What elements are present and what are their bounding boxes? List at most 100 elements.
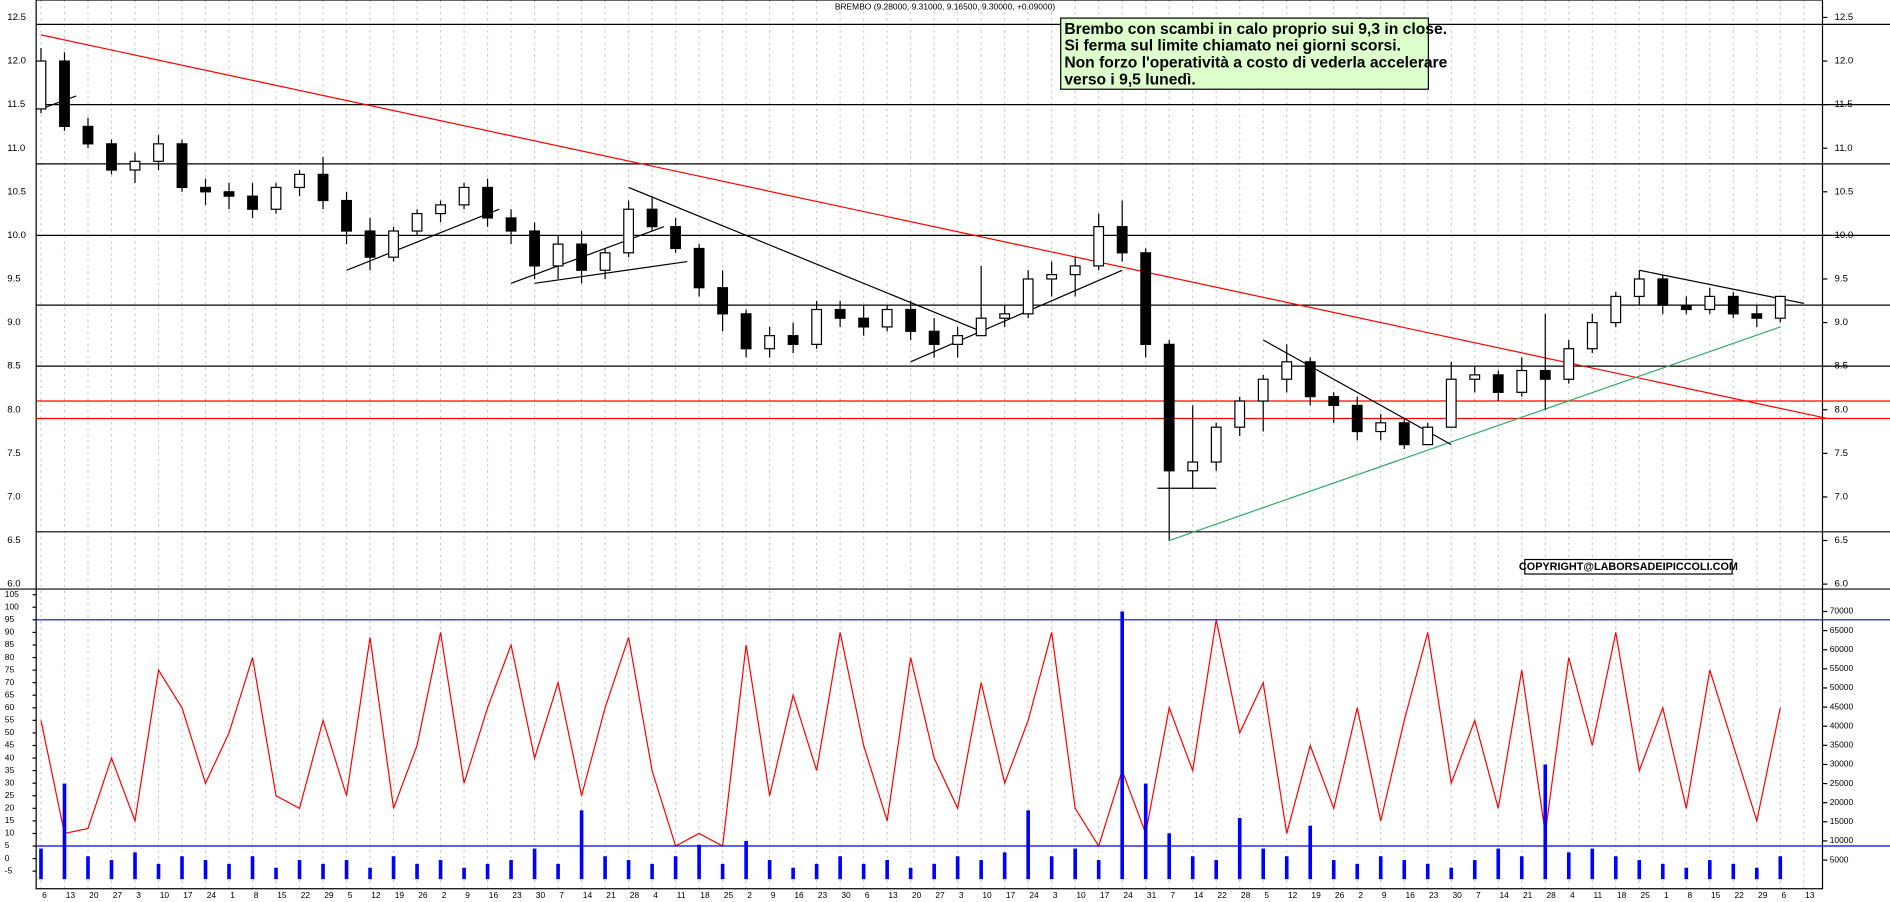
volume-bar (1167, 833, 1172, 880)
candle-body (505, 217, 517, 232)
candle-body (1727, 295, 1739, 315)
x-tick-label: 2 (1358, 890, 1363, 900)
x-tick-label: 26 (1335, 890, 1345, 900)
y2-tick-label: 15000 (1830, 816, 1854, 826)
candle-body (388, 230, 399, 258)
y-tick-label: 80 (5, 652, 15, 662)
y2-tick-label: 40000 (1830, 720, 1854, 730)
volume-bar (814, 863, 819, 880)
x-tick-label: 30 (841, 890, 851, 900)
volume-bar (485, 863, 490, 880)
x-tick-label: 6 (1782, 890, 1787, 900)
candle-body (717, 287, 729, 315)
volume-bar (1707, 860, 1712, 880)
candle-body (1304, 361, 1316, 398)
y-tick-label: 10.5 (1835, 186, 1854, 197)
x-tick-label: 25 (724, 890, 734, 900)
y-tick-label: 20 (5, 803, 15, 813)
x-tick-label: 7 (1476, 890, 1481, 900)
volume-bar (532, 848, 537, 880)
candle-body (317, 173, 329, 202)
x-tick-label: 7 (1170, 890, 1175, 900)
candle-body (1351, 404, 1363, 433)
x-tick-label: 21 (1523, 890, 1533, 900)
volume-bar (1519, 856, 1524, 880)
x-tick-label: 17 (1100, 890, 1110, 900)
x-tick-label: 9 (465, 890, 470, 900)
chart-title: BREMBO (9.28000, 9.31000, 9.16500, 9.300… (835, 1, 1055, 11)
candle-body (1163, 343, 1175, 472)
x-tick-label: 8 (254, 890, 259, 900)
y-tick-label: 0 (5, 853, 10, 863)
candle-body (999, 313, 1011, 319)
candle-body (1328, 396, 1340, 406)
y-tick-label: 11.5 (1835, 99, 1853, 110)
x-tick-label: 1 (1664, 890, 1669, 900)
x-tick-label: 31 (1147, 890, 1157, 900)
candle-body (1680, 304, 1692, 311)
y2-tick-label: 25000 (1830, 778, 1854, 788)
candle-body (928, 330, 940, 345)
volume-bar (180, 856, 184, 880)
candle-body (576, 243, 588, 271)
candle-body (1563, 348, 1575, 380)
y-tick-label: 10 (5, 828, 15, 838)
volume-bar (1214, 860, 1219, 880)
x-tick-label: 13 (66, 890, 76, 900)
y-tick-label: 8.0 (1835, 404, 1848, 415)
volume-bar (932, 863, 936, 880)
volume-bar (1449, 867, 1454, 880)
volume-bar (1543, 764, 1548, 880)
y-tick-label: 12.5 (7, 12, 26, 23)
x-tick-label: 10 (160, 890, 170, 900)
volume-bar (156, 863, 161, 880)
volume-bar (1120, 611, 1124, 880)
candle-body (1257, 378, 1269, 402)
volume-bar (1660, 863, 1665, 880)
x-tick-label: 3 (136, 890, 141, 900)
volume-bar (321, 863, 325, 880)
x-tick-label: 15 (277, 890, 287, 900)
y2-tick-label: 10000 (1830, 835, 1854, 845)
volume-bar (297, 860, 302, 880)
volume-bar (62, 783, 67, 880)
candle-body (623, 208, 635, 254)
volume-bar (979, 860, 983, 880)
x-tick-label: 24 (1123, 890, 1133, 900)
candle-body (881, 308, 893, 328)
y-tick-label: 40 (5, 752, 15, 762)
candle-body (247, 195, 258, 210)
candle-body (529, 230, 540, 267)
y-tick-label: 12.5 (1835, 12, 1854, 23)
candle-body (858, 317, 870, 328)
y-tick-label: 9.0 (1835, 317, 1848, 328)
volume-bar (86, 856, 90, 880)
y-tick-label: 12.0 (1835, 56, 1854, 67)
x-tick-label: 29 (324, 890, 334, 900)
y-tick-label: 8.5 (1835, 361, 1848, 372)
candle-body (1633, 278, 1645, 298)
x-tick-label: 17 (183, 890, 193, 900)
y2-tick-label: 65000 (1830, 625, 1854, 635)
y-tick-label: 8.5 (7, 361, 20, 372)
volume-bar (1308, 825, 1313, 880)
x-tick-label: 11 (1593, 890, 1602, 900)
candle-body (176, 143, 188, 189)
volume-bar (838, 856, 842, 880)
x-tick-label: 2 (747, 890, 752, 900)
volume-bar (908, 867, 913, 880)
annotation-box (1060, 17, 1429, 90)
candle-body (1516, 369, 1528, 393)
volume-bar (1378, 856, 1383, 880)
volume-bar (885, 860, 889, 880)
y-tick-label: 6.5 (7, 535, 20, 546)
trendline (40, 95, 77, 110)
candle-body (1445, 378, 1457, 428)
x-tick-label: 23 (818, 890, 828, 900)
candle-body (552, 243, 564, 267)
volume-bar (556, 863, 560, 880)
y2-tick-label: 35000 (1830, 740, 1854, 750)
y-tick-label: 9.0 (7, 317, 20, 328)
volume-bar (1237, 817, 1242, 880)
volume-bar (1731, 863, 1736, 880)
